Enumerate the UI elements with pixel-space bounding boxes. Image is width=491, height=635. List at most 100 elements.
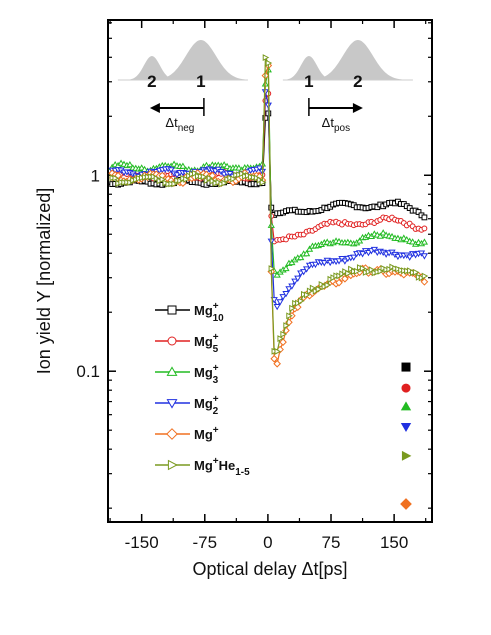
pulse-label-2-right: 2 [353,72,362,91]
series-point-3 [276,299,284,306]
series-point-5 [259,178,267,186]
pulse-right-large [312,40,413,80]
legend-label-2: Mg+ 3 [194,363,219,386]
side-marker-4 [400,498,412,510]
series-point-4 [208,171,217,180]
series-point-3 [302,266,311,273]
pulse-inset: 2 1 1 2 Δtneg Δtpos [117,40,413,134]
y-tick-label: 0.1 [76,362,100,381]
series-point-3 [420,253,429,260]
axes: -150 -75 0 75 150 0.1 1 [76,19,433,552]
series-point-2 [297,253,305,261]
series-point-5 [286,312,293,320]
legend: Mg+ 10 Mg+ 5 Mg+ 3 Mg+ 2 Mg+ Mg+He1-5 [155,301,250,478]
series-point-4 [335,278,343,287]
series-5 [109,54,429,355]
series-point-2 [126,160,134,168]
series-point-3 [255,165,264,172]
x-tick-label: 75 [322,533,341,552]
pulse-label-2-left: 2 [147,72,156,91]
pulse-right-small [282,56,336,80]
series-point-3 [341,258,349,265]
side-marker-3 [400,423,412,433]
legend-marker-2 [166,366,178,376]
side-marker-1 [401,383,411,393]
x-tick-label: -75 [192,533,217,552]
series-3 [108,89,429,311]
series-point-4 [270,354,279,363]
series-point-2 [420,238,429,245]
series-point-3 [350,254,358,261]
series-point-5 [280,330,288,338]
y-tick-label: 1 [91,166,100,185]
series-point-5 [298,297,305,305]
series-point-4 [341,274,349,283]
series-point-3 [279,294,287,301]
legend-marker-0 [167,305,177,315]
series-point-5 [112,174,120,182]
dt-pos-arrowhead [352,103,363,113]
series-point-5 [268,265,276,273]
dt-neg-arrowhead [149,103,160,113]
series-point-3 [288,283,296,290]
legend-label-3: Mg+ 2 [194,394,219,417]
side-markers [400,362,412,510]
series-point-3 [167,167,175,174]
series-point-4 [420,277,429,286]
series-point-1 [421,225,428,232]
series-point-0 [421,214,428,221]
series-point-3 [294,275,302,282]
series-point-3 [300,269,308,276]
pulse-left-large [157,40,248,80]
series-point-2 [223,162,231,170]
series-point-3 [311,261,320,269]
series-layer [108,54,429,368]
series-point-3 [291,278,299,285]
series-point-2 [179,162,187,169]
side-marker-2 [400,401,412,411]
x-axis-title: Optical delay Δt[ps] [192,559,347,579]
series-point-3 [335,258,343,265]
legend-label-1: Mg+ 5 [194,332,219,355]
pulse-label-1-left: 1 [196,72,205,91]
series-point-3 [320,260,328,267]
side-marker-0 [401,362,411,372]
series-point-2 [376,232,384,239]
legend-marker-1 [167,336,177,346]
series-point-3 [358,251,367,258]
legend-marker-3 [166,399,178,409]
pulse-label-1-right: 1 [304,72,313,91]
series-point-3 [173,172,181,179]
plot-frame [107,19,433,523]
series-point-2 [302,249,311,257]
legend-marker-4 [166,428,178,440]
dt-pos-label: Δtpos [322,115,350,134]
series-point-0 [415,209,422,215]
legend-label-4: Mg+ [194,425,219,442]
series-point-5 [421,272,429,280]
series-point-5 [412,268,420,276]
series-line-3 [112,91,425,308]
legend-label-0: Mg+ 10 [194,301,224,324]
series-point-3 [406,254,414,261]
series-point-2 [356,237,364,244]
series-point-4 [273,359,281,368]
series-point-2 [409,238,417,245]
x-tick-label: 0 [263,533,272,552]
series-point-5 [289,304,296,312]
series-point-2 [235,164,243,171]
series-point-5 [283,322,290,330]
series-point-3 [285,286,293,293]
series-point-5 [262,54,270,61]
series-point-5 [324,281,332,289]
series-point-5 [265,59,273,67]
series-point-2 [305,245,314,252]
series-point-4 [279,338,287,346]
series-point-2 [379,229,387,236]
series-point-2 [282,264,290,272]
side-marker-5 [401,450,412,461]
series-point-2 [273,271,281,278]
y-axis-title: Ion yield Y [normalized] [34,188,54,374]
series-point-3 [273,303,281,311]
